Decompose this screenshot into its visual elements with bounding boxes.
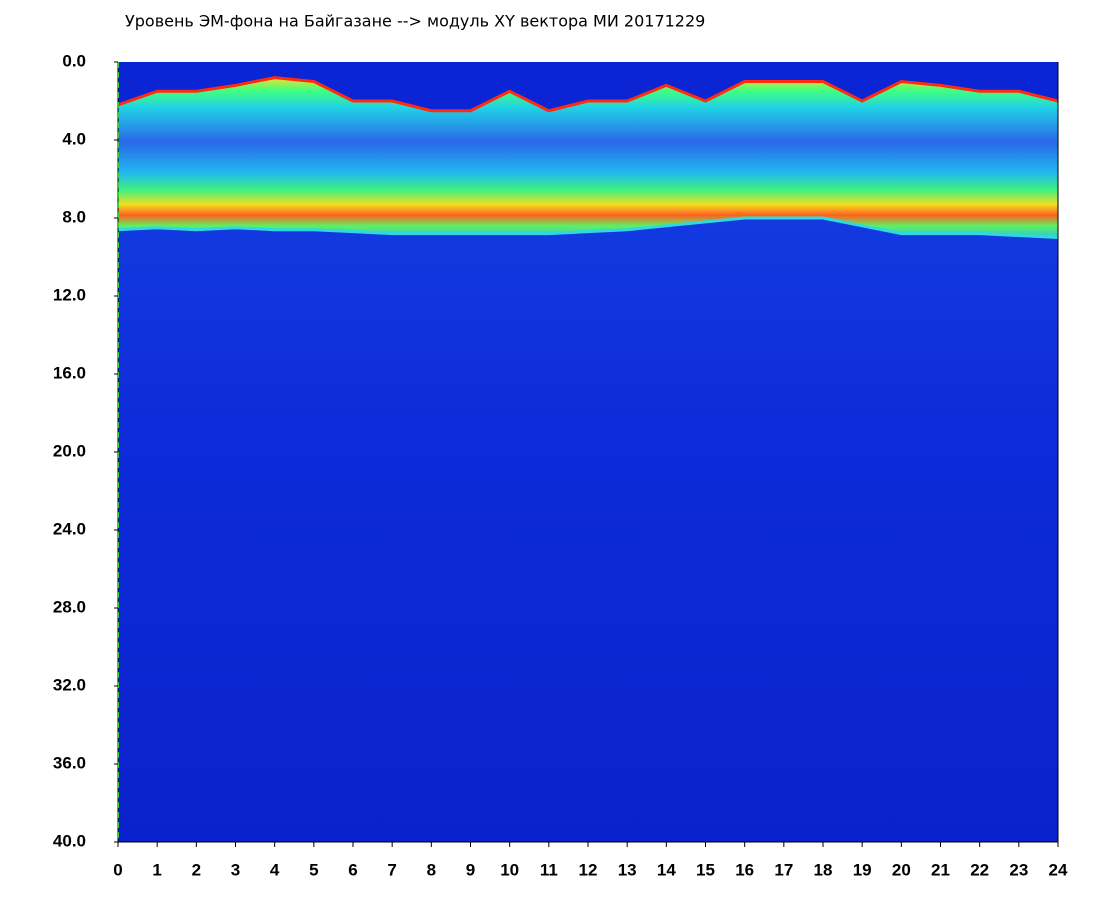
y-tick-label: 16.0 (53, 363, 86, 382)
signal-area (118, 77, 1058, 238)
x-tick-label: 1 (152, 860, 161, 879)
x-tick-label: 14 (657, 860, 676, 879)
y-tick-label: 40.0 (53, 831, 86, 850)
x-tick-label: 24 (1049, 860, 1068, 879)
x-tick-label: 16 (735, 860, 754, 879)
signal-top-edge (117, 76, 1059, 113)
x-tick-label: 19 (853, 860, 872, 879)
y-tick-label: 4.0 (62, 129, 86, 148)
y-tick-label: 8.0 (62, 207, 86, 226)
x-tick-label: 10 (500, 860, 519, 879)
x-tick-label: 18 (814, 860, 833, 879)
y-tick-label: 24.0 (53, 519, 86, 538)
x-tick-label: 11 (540, 860, 558, 879)
y-tick-label: 28.0 (53, 597, 86, 616)
x-tick-label: 13 (618, 860, 637, 879)
x-tick-label: 6 (348, 860, 357, 879)
x-tick-label: 15 (696, 860, 715, 879)
x-tick-label: 22 (970, 860, 989, 879)
y-tick-label: 0.0 (62, 51, 86, 70)
y-tick-label: 12.0 (53, 285, 86, 304)
x-tick-label: 23 (1009, 860, 1028, 879)
x-tick-label: 7 (387, 860, 396, 879)
x-tick-label: 4 (270, 860, 280, 879)
x-tick-label: 8 (427, 860, 436, 879)
y-tick-label: 20.0 (53, 441, 86, 460)
x-tick-label: 2 (192, 860, 201, 879)
x-tick-label: 21 (931, 860, 950, 879)
spectrogram-lower (118, 218, 1058, 842)
y-tick-label: 36.0 (53, 753, 86, 772)
x-tick-label: 0 (113, 860, 122, 879)
x-tick-label: 20 (892, 860, 911, 879)
x-tick-label: 17 (774, 860, 793, 879)
x-tick-label: 5 (309, 860, 318, 879)
x-tick-label: 12 (579, 860, 598, 879)
x-tick-label: 3 (231, 860, 240, 879)
x-tick-label: 9 (466, 860, 475, 879)
band-bottom-edge (117, 216, 1059, 239)
y-tick-label: 32.0 (53, 675, 86, 694)
chart-title: Уровень ЭМ-фона на Байгазане --> модуль … (125, 12, 705, 31)
